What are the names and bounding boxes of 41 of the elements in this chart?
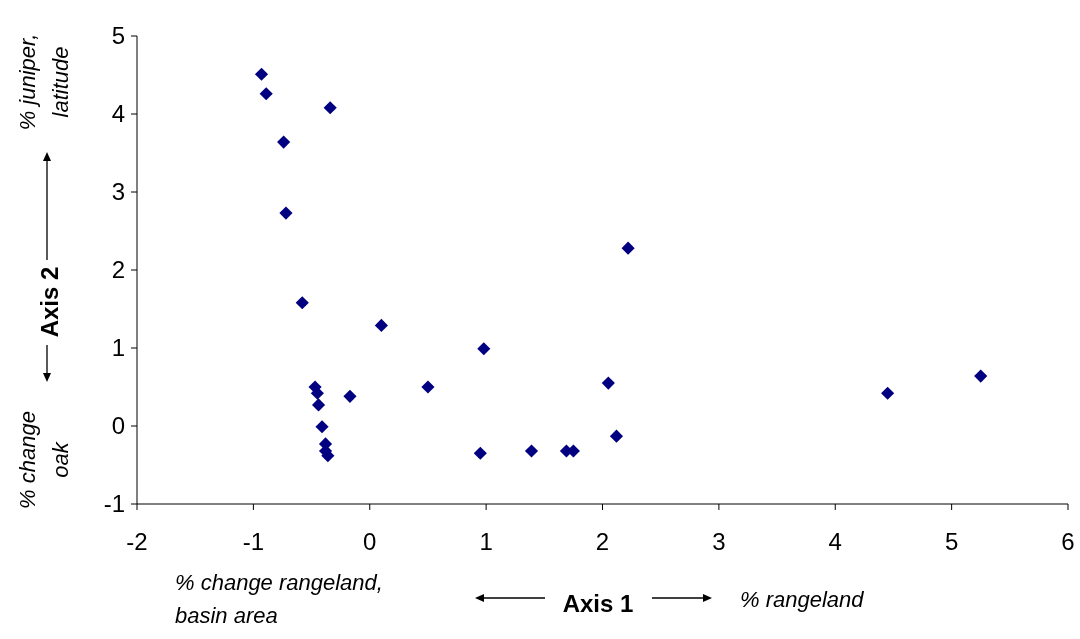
y-tick-label: -1 [103,490,125,517]
y-axis-title: Axis 2 [36,266,63,338]
y-tick-label: 3 [111,178,125,205]
y-tick-label: 0 [111,412,125,439]
point [279,206,293,220]
x-tick-label: -2 [126,528,148,555]
y-tick-label: 5 [111,22,125,49]
x-tick-label: 1 [479,528,493,555]
text: % change rangeland, basin area [175,570,383,628]
point [259,87,273,101]
point [601,376,615,390]
point [311,398,326,412]
point [315,420,329,434]
x-tick-label: 3 [712,528,726,555]
x-tick-label: -1 [242,528,265,555]
point [609,429,624,443]
point [295,296,309,310]
x-axis-title: Axis 1 [562,590,634,617]
x-tick-label: 2 [595,528,610,555]
point [374,318,388,332]
point [343,389,357,403]
text: % change oak [15,411,73,509]
point [254,67,269,81]
point [974,369,988,383]
y-tick-label: 2 [111,256,125,283]
point [881,386,895,400]
x-tick-label: 5 [944,528,959,555]
point [323,101,337,115]
text: % juniper, latitude [15,33,73,131]
point [524,444,539,458]
x-tick-label: 0 [363,528,377,555]
y-tick-label: 1 [111,334,125,361]
point [277,135,291,149]
y-tick-label: 4 [111,100,125,127]
point [477,342,491,356]
point [421,380,435,394]
point [621,241,635,255]
x-tick-label: 6 [1061,528,1075,555]
x-tick-label: 4 [828,528,842,555]
text: % rangeland [740,587,865,612]
point [473,446,487,460]
